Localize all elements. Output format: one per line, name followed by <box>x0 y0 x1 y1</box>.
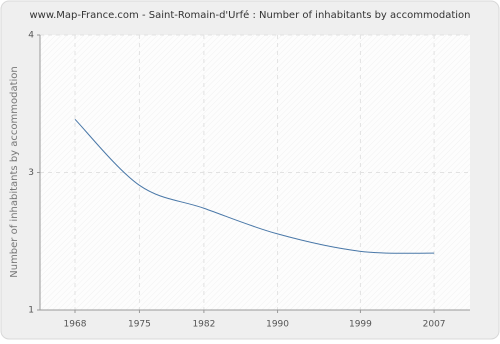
y-axis-label: Number of inhabitants by accommodation <box>9 66 20 278</box>
x-tick-label: 1975 <box>128 320 151 330</box>
y-tick-label: 1 <box>28 306 34 316</box>
y-tick-label: 3 <box>28 168 34 178</box>
x-tick-label: 2007 <box>423 320 446 330</box>
plot-area <box>40 35 470 310</box>
x-tick-label: 1968 <box>64 320 87 330</box>
x-tick-label: 1999 <box>349 320 372 330</box>
x-tick-label: 1990 <box>266 320 289 330</box>
x-tick-label: 1982 <box>192 320 215 330</box>
chart-title: www.Map-France.com - Saint-Romain-d'Urfé… <box>29 9 470 21</box>
y-tick-label: 4 <box>28 31 34 41</box>
line <box>74 118 435 254</box>
